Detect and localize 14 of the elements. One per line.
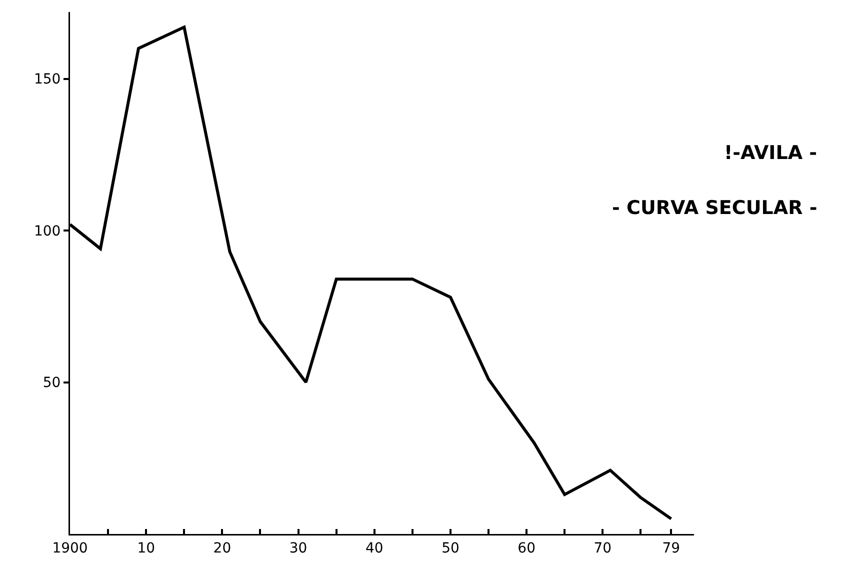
x-tick-label: 70 [594,540,612,556]
x-tick-label: 1900 [52,540,88,556]
x-tick-label: 79 [662,540,680,556]
y-tick-label: 100 [34,223,61,240]
x-tick-label: 60 [518,540,536,556]
x-tick-label: 30 [289,540,308,556]
x-tick-label: 10 [137,540,156,556]
x-tick-label: 40 [365,540,384,556]
y-tick-label: 50 [42,375,61,392]
x-tick-label: 50 [442,540,460,556]
x-tick-label: 20 [213,540,232,556]
y-tick-label: 150 [34,72,61,88]
text: !-AVILA - [724,142,818,164]
annotation: - CURVA SECULAR - [612,197,818,219]
